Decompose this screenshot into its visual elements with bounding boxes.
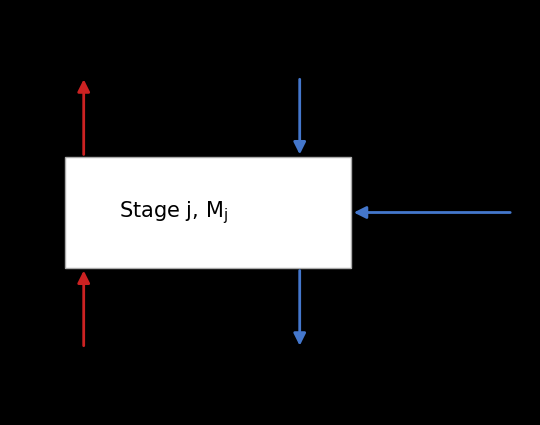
Bar [65,157,351,268]
Text: Stage j, $\mathregular{M_j}$: Stage j, $\mathregular{M_j}$ [119,199,228,226]
